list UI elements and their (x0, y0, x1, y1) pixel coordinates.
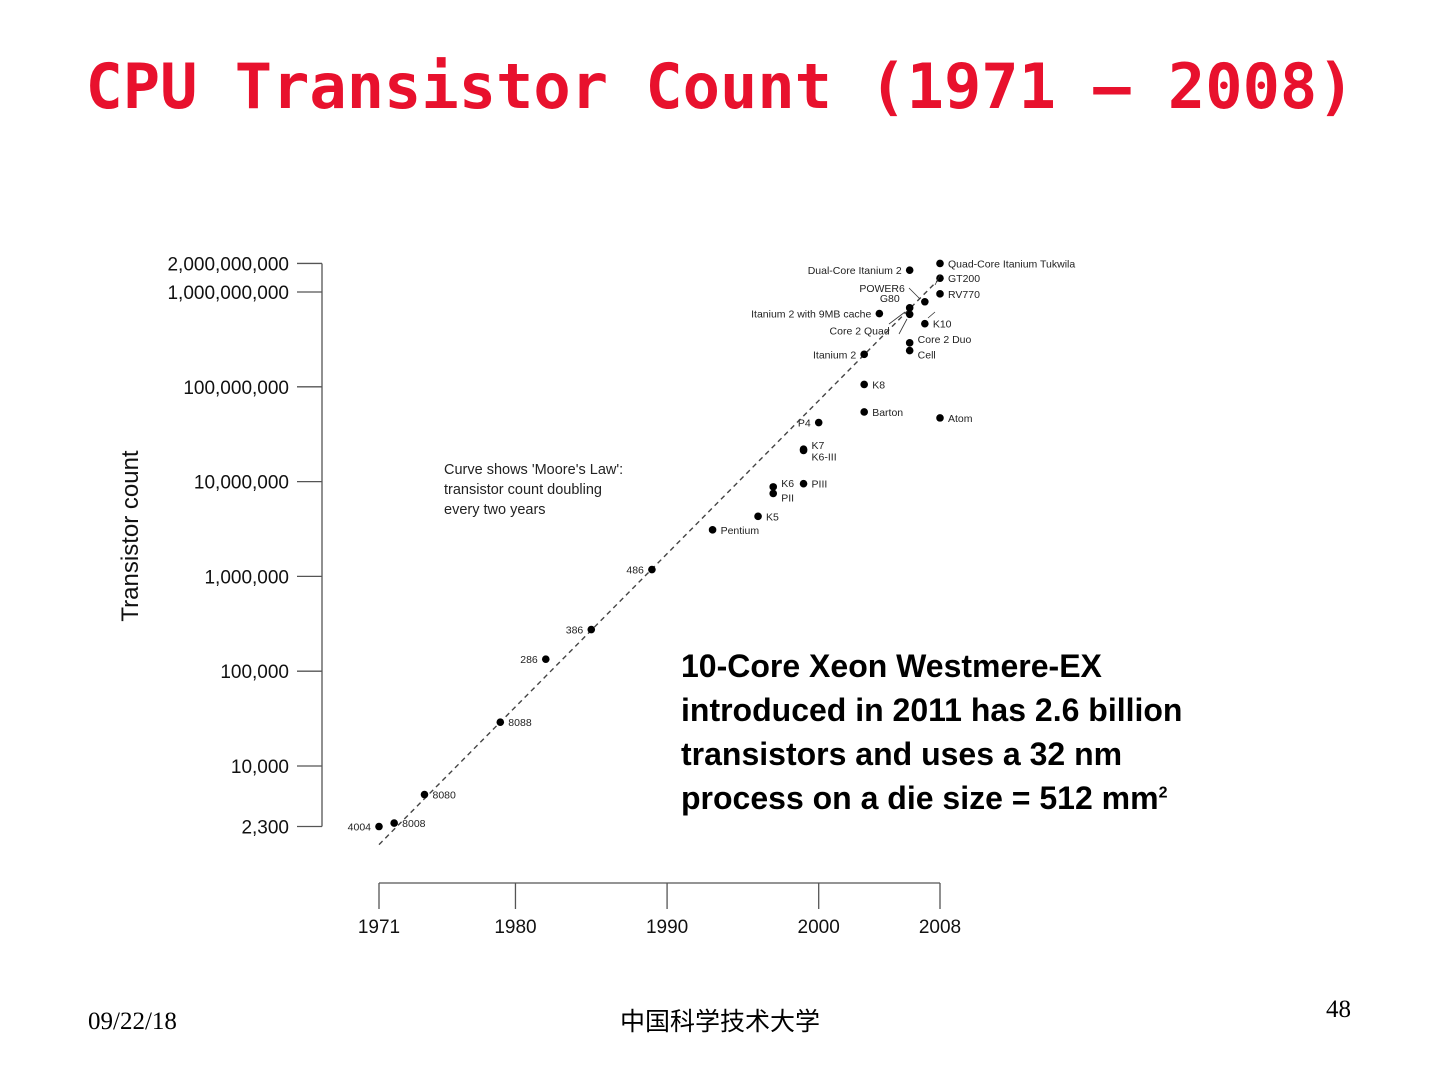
data-point-label: 486 (626, 565, 644, 577)
x-tick-label: 2008 (919, 917, 961, 938)
footer-date: 09/22/18 (88, 1008, 177, 1035)
data-point-label: 286 (520, 654, 538, 666)
data-point (905, 339, 914, 347)
leader-lines (888, 274, 941, 335)
data-point-label: PIII (812, 479, 828, 491)
data-point (936, 290, 944, 298)
data-point-label: RV770 (948, 289, 980, 301)
y-tick-label: 10,000 (231, 757, 289, 778)
data-point-label: Itanium 2 (813, 349, 856, 361)
y-tick-label: 100,000,000 (183, 378, 289, 399)
data-point-label: Itanium 2 with 9MB cache (751, 309, 871, 321)
data-point (541, 655, 550, 663)
data-point-label: PII (781, 492, 794, 504)
moores-law-annotation: Curve shows 'Moore's Law': transistor cou… (444, 462, 623, 518)
data-point (769, 489, 778, 498)
data-point (708, 526, 717, 534)
data-point-label: Core 2 Quad (830, 325, 890, 337)
data-point-label: 4004 (348, 822, 372, 834)
data-point-label: K7 (812, 440, 825, 452)
data-point-label: P4 (798, 418, 811, 430)
data-point-label: Dual-Core Itanium 2 (808, 265, 902, 277)
data-point (496, 718, 505, 726)
data-point (875, 309, 884, 318)
x-tick-label: 1971 (358, 917, 400, 938)
slide-title: CPU Transistor Count (1971 – 2008) (85, 50, 1355, 123)
data-point (814, 418, 823, 427)
footer-institution: 中国科学技术大学 (619, 1007, 820, 1036)
data-point (860, 350, 868, 359)
data-point (921, 319, 929, 328)
data-point-label: 386 (566, 625, 584, 637)
callout-line-4-text: process on a die size = 512 mm (681, 780, 1159, 816)
data-point-label: K10 (933, 319, 952, 331)
x-tick-label: 1990 (646, 917, 688, 938)
y-tick-label: 1,000,000 (204, 567, 289, 588)
data-point-label: G80 (880, 293, 900, 305)
data-point (936, 259, 944, 268)
data-point (420, 790, 429, 799)
data-point (905, 304, 914, 312)
callout-line-4: process on a die size = 512 mm2 (681, 776, 1281, 820)
data-point-label: GT200 (948, 273, 980, 285)
data-point (905, 346, 914, 355)
annotation-line: Curve shows 'Moore's Law': (444, 462, 623, 478)
annotation-line: transistor count doubling (444, 482, 602, 498)
page-number: 48 (1326, 996, 1351, 1023)
data-point (375, 822, 383, 831)
y-axis-label: Transistor count (117, 450, 144, 622)
data-point-label: Pentium (721, 525, 760, 537)
data-point (905, 266, 914, 274)
data-point (860, 408, 868, 416)
data-point-label: 8080 (432, 790, 456, 802)
data-point (905, 310, 914, 319)
callout-line-2: introduced in 2011 has 2.6 billion (681, 692, 1183, 728)
y-tick-label: 100,000 (220, 662, 289, 683)
data-point-label: K5 (766, 511, 779, 523)
y-tick-label: 2,300 (241, 818, 289, 839)
data-point-label: POWER6 (859, 283, 905, 295)
callout-superscript: 2 (1158, 784, 1168, 802)
annotation-line: every two years (444, 502, 546, 518)
data-point (860, 380, 868, 389)
xeon-callout: 10-Core Xeon Westmere-EX introduced in 2… (681, 644, 1281, 820)
data-point-label: Barton (872, 407, 903, 419)
data-point-label: K6 (781, 478, 794, 490)
data-point (648, 565, 656, 574)
data-point (936, 274, 944, 282)
data-point-label: Atom (948, 413, 973, 425)
data-point (921, 297, 929, 306)
data-point-label: Core 2 Duo (918, 334, 972, 346)
y-tick-label: 2,000,000,000 (167, 254, 289, 275)
data-point (769, 483, 778, 491)
data-point (936, 414, 944, 422)
y-axis: 2,000,000,000 1,000,000,000 100,000,000 10,… (167, 254, 323, 839)
data-point (587, 625, 596, 634)
data-point-label: 8088 (508, 717, 532, 729)
data-point-label: Quad-Core Itanium Tukwila (948, 258, 1075, 270)
data-point (754, 512, 762, 521)
data-point-label: K6-III (812, 451, 837, 463)
data-point-label: K8 (872, 379, 885, 391)
x-tick-label: 2000 (798, 917, 840, 938)
y-tick-label: 10,000,000 (194, 473, 289, 494)
callout-line-1: 10-Core Xeon Westmere-EX (681, 648, 1102, 684)
x-tick-label: 1980 (494, 917, 536, 938)
y-tick-label: 1,000,000,000 (167, 283, 289, 304)
data-point (799, 446, 808, 455)
callout-line-3: transistors and uses a 32 nm (681, 736, 1123, 772)
data-points: 4004 8008 8080 8088 286 386 486 Pentium K5 K6 PII P… (348, 258, 1076, 833)
data-point (390, 819, 398, 827)
data-point-label: Cell (918, 350, 936, 362)
data-point (799, 479, 808, 488)
data-point-label: 8008 (402, 818, 426, 830)
x-axis: 1971 1980 1990 2000 2008 (358, 882, 961, 938)
moores-law-trend-line (378, 277, 941, 846)
